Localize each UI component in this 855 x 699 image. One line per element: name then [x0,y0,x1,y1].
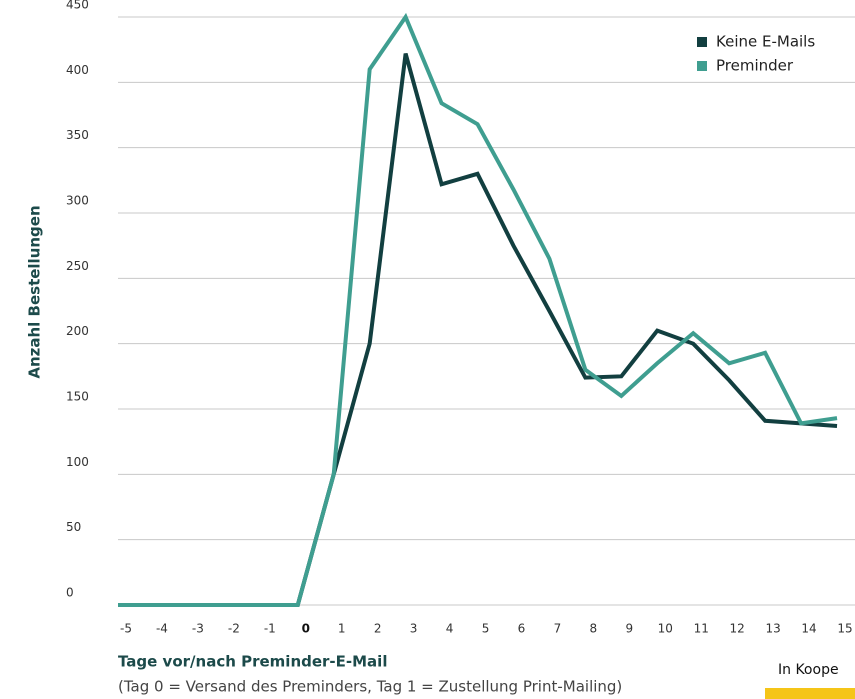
y-axis-label: Anzahl Bestellungen [26,205,44,378]
x-tick-label: 12 [730,622,745,636]
x-axis-note: (Tag 0 = Versand des Preminders, Tag 1 =… [118,678,622,696]
footer-bar [765,688,855,699]
x-tick-label: 14 [801,622,816,636]
y-tick-label: 250 [66,259,89,273]
series-line [118,53,838,607]
y-tick-label: 100 [66,455,89,469]
x-tick-label: 11 [694,622,709,636]
x-tick-label: 10 [658,622,673,636]
series-line [118,12,838,607]
x-tick-label: -3 [192,622,204,636]
y-tick-label: 400 [66,63,89,77]
x-tick-label: 8 [590,622,598,636]
y-tick-label: 0 [66,586,74,600]
legend-label: Preminder [716,57,794,75]
legend-swatch [697,61,707,71]
x-tick-label: 6 [518,622,526,636]
y-tick-label: 350 [66,128,89,142]
y-tick-label: 50 [66,520,81,534]
x-tick-label: 9 [625,622,633,636]
x-tick-label: -4 [156,622,168,636]
footer-text: In Koope [778,662,839,678]
x-tick-label: 4 [446,622,454,636]
x-axis-label: Tage vor/nach Preminder-E-Mail [118,653,387,671]
x-tick-label: -1 [264,622,276,636]
x-tick-label: 5 [482,622,490,636]
legend-swatch [697,37,707,47]
x-tick-label: 3 [410,622,418,636]
x-tick-label: 15 [837,622,852,636]
x-tick-label: -2 [228,622,240,636]
y-tick-label: 300 [66,194,89,208]
x-tick-label: 2 [374,622,382,636]
legend-label: Keine E-Mails [716,33,815,51]
y-tick-label: 450 [66,0,89,12]
x-tick-label: 13 [765,622,780,636]
x-tick-label: 7 [554,622,562,636]
y-tick-label: 200 [66,324,89,338]
y-tick-label: 150 [66,390,89,404]
x-tick-label: 1 [338,622,346,636]
x-tick-label: -5 [120,622,132,636]
x-tick-label: 0 [302,622,310,636]
